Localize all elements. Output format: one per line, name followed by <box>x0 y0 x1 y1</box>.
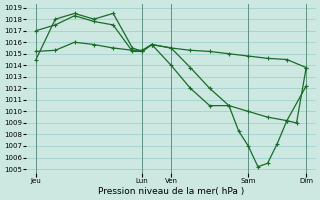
X-axis label: Pression niveau de la mer( hPa ): Pression niveau de la mer( hPa ) <box>98 187 244 196</box>
